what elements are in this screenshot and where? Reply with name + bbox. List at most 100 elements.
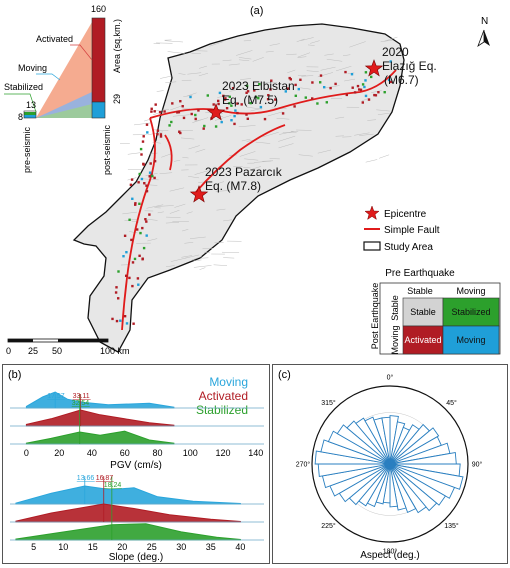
landslide-point [123,315,127,318]
eq-elbistan-line2: Eq. (M7.5) [222,93,278,107]
landslide-point [373,93,376,97]
relief-stroke [184,242,194,244]
relief-stroke [172,114,190,117]
landslide-point [139,231,142,235]
density-stabilized [25,430,175,445]
relief-stroke [173,159,181,162]
relief-stroke [213,264,228,266]
relief-stroke [335,116,345,119]
landslide-point [156,133,159,136]
relief-stroke [384,36,398,42]
relief-stroke [317,149,331,154]
landslide-point [123,234,127,237]
relief-stroke [320,66,336,71]
landslide-point [143,182,146,185]
relief-stroke [297,56,307,58]
inset-area-axis: Area (sq.km.) [112,19,122,73]
landslide-point [125,274,128,277]
landslide-point [131,284,134,288]
landslide-point [253,89,256,92]
landslide-point [269,88,272,91]
landslide-point [231,87,235,90]
landslide-point [297,87,300,91]
landslide-point [390,80,393,84]
landslide-point [122,255,125,258]
landslide-point [364,94,368,98]
legend-fault: Simple Fault [384,225,440,236]
landslide-point [131,261,135,264]
relief-stroke [159,172,173,174]
relief-stroke [255,141,271,144]
landslide-point [304,96,307,99]
relief-stroke [365,159,378,163]
relief-stroke [198,72,209,77]
relief-stroke [326,58,343,62]
landslide-point [370,75,373,79]
density-moving [15,485,241,505]
relief-stroke [300,87,311,90]
relief-stroke [287,69,296,74]
landslide-point [230,119,233,122]
relief-stroke [129,231,138,233]
relief-stroke [344,78,356,82]
landslide-point [228,102,231,105]
tick-label: 40 [235,542,245,552]
landslide-point [367,98,371,101]
relief-stroke [254,160,272,163]
landslide-point [136,277,140,280]
relief-stroke [174,203,186,208]
slope-median-moving: 13.66 [77,475,95,482]
relief-stroke [148,152,158,155]
legend-epicentre-icon [364,205,380,220]
relief-stroke [236,50,253,56]
landslide-point [224,97,227,100]
relief-stroke [165,81,177,84]
landslide-point [145,220,148,223]
relief-stroke [380,39,394,43]
landslide-point [133,257,137,261]
pgv-xlabel: PGV (cm/s) [110,460,162,471]
landslide-point [115,319,119,323]
relief-stroke [215,190,231,192]
study-area-map: 2020 Elazığ Eq. (M6.7) 2023 Elbistan Eq.… [4,4,501,356]
landslide-point [176,111,179,114]
relief-stroke [359,133,374,136]
relief-stroke [267,111,283,117]
landslide-point [257,97,260,100]
landslide-point [194,113,197,117]
pgv-median-stabilized: 32.54 [72,400,90,407]
matrix-col-stable: Stable [407,286,433,296]
relief-stroke [122,211,138,215]
landslide-point [177,111,181,114]
fault-lines [121,69,397,331]
matrix-cell-activated [402,325,444,355]
landslide-point [350,73,354,76]
rose-angle-label: 90° [472,461,483,469]
tick-label: 20 [117,542,127,552]
relief-stroke [239,151,256,157]
relief-stroke [146,218,158,221]
landslide-point [148,213,151,216]
relief-stroke [376,109,391,112]
relief-stroke [297,52,311,58]
inset-moving: Moving [18,63,47,73]
landslide-point [149,162,152,165]
relief-stroke [193,265,212,268]
relief-stroke [153,129,169,131]
pgv-median-activated: 33.11 [73,393,90,400]
relief-stroke [239,59,250,62]
relief-stroke [306,70,319,72]
north-arrow-icon: N [477,16,490,48]
landslide-point [377,91,380,94]
landslide-point [159,133,163,136]
scale-tick-50: 50 [52,346,62,356]
landslide-point [258,83,261,86]
landslide-point [234,109,237,112]
tick-label: 60 [120,448,130,458]
landslide-point [294,94,297,97]
landslide-point [181,105,184,108]
relief-stroke [187,72,202,75]
relief-stroke [147,238,158,242]
relief-stroke [127,152,141,155]
tick-label: 10 [58,542,68,552]
